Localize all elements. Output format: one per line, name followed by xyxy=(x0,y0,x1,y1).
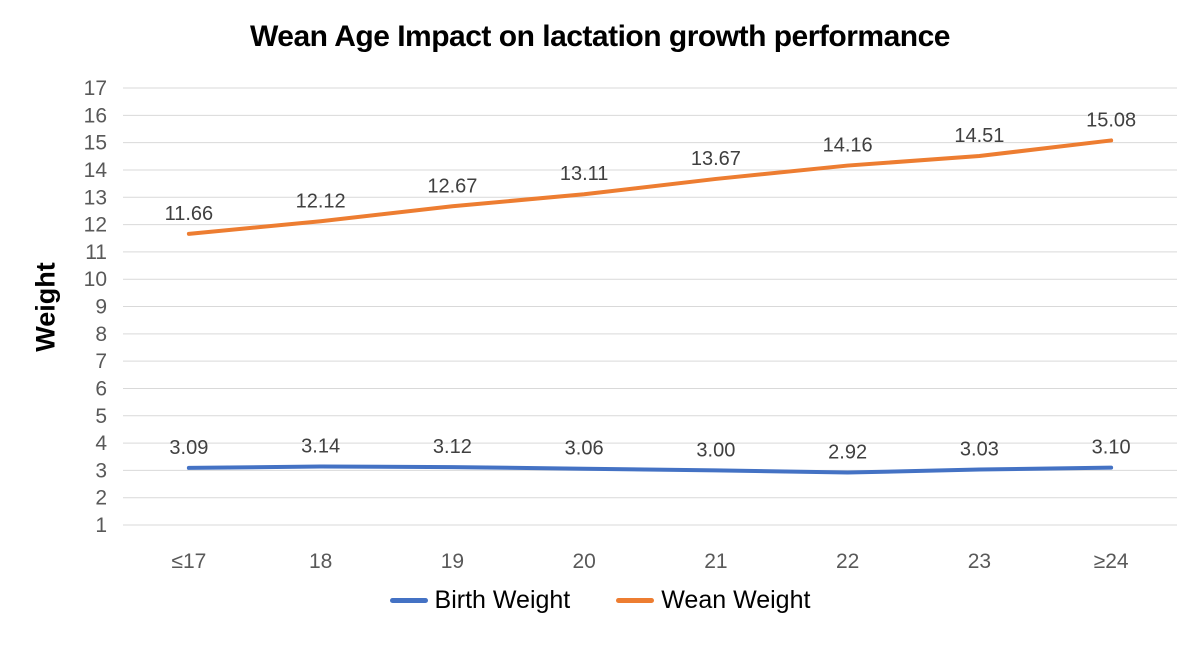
y-tick-label: 7 xyxy=(95,350,107,373)
y-tick-label: 15 xyxy=(84,132,107,155)
x-tick-label: 21 xyxy=(704,550,727,573)
y-tick-label: 12 xyxy=(84,214,107,237)
data-label: 3.00 xyxy=(696,439,735,461)
x-tick-label: 18 xyxy=(309,550,332,573)
data-label: 3.03 xyxy=(960,439,999,461)
y-tick-label: 16 xyxy=(84,104,107,127)
legend-item-birth-weight: Birth Weight xyxy=(389,586,571,615)
data-label: 3.14 xyxy=(301,436,340,458)
x-tick-label: ≤17 xyxy=(171,550,206,573)
y-tick-label: 8 xyxy=(95,323,107,346)
y-tick-label: 4 xyxy=(95,432,107,455)
legend-item-wean-weight: Wean Weight xyxy=(616,586,810,615)
legend-swatch-wean-weight xyxy=(616,598,655,603)
legend-swatch-birth-weight xyxy=(389,598,428,603)
y-tick-label: 3 xyxy=(95,459,107,482)
series-line-birth-weight xyxy=(186,464,1114,475)
data-label: 14.51 xyxy=(954,125,1004,147)
legend-label: Wean Weight xyxy=(661,586,811,614)
data-label: 2.92 xyxy=(828,442,867,464)
series-line-wean-weight xyxy=(186,138,1114,236)
data-label: 14.16 xyxy=(823,135,873,157)
data-label: 12.12 xyxy=(296,190,346,212)
y-tick-label: 10 xyxy=(84,268,107,291)
y-tick-label: 5 xyxy=(95,405,107,428)
y-tick-label: 1 xyxy=(95,514,107,537)
chart-title: Wean Age Impact on lactation growth perf… xyxy=(250,20,950,53)
data-label: 12.67 xyxy=(427,175,477,197)
y-tick-label: 13 xyxy=(84,186,107,209)
y-tick-label: 17 xyxy=(84,77,107,100)
data-label: 13.11 xyxy=(560,163,609,185)
y-tick-label: 2 xyxy=(95,487,107,510)
x-tick-label: 23 xyxy=(968,550,991,573)
y-tick-label: 14 xyxy=(84,159,108,182)
x-tick-label: 20 xyxy=(572,550,595,573)
x-tick-label: ≥24 xyxy=(1094,550,1129,573)
legend-label: Birth Weight xyxy=(434,586,571,614)
x-tick-label: 19 xyxy=(441,550,464,573)
x-tick-label: 22 xyxy=(836,550,859,573)
legend: Birth Weight Wean Weight xyxy=(0,586,1200,615)
data-label: 3.06 xyxy=(565,438,604,460)
data-label: 15.08 xyxy=(1086,109,1136,131)
data-label: 11.66 xyxy=(165,203,214,225)
y-tick-label: 6 xyxy=(95,377,107,400)
data-label: 13.67 xyxy=(691,148,741,170)
y-tick-label: 9 xyxy=(95,296,107,319)
data-label: 3.10 xyxy=(1092,437,1131,459)
data-label: 3.09 xyxy=(169,437,208,459)
y-tick-label: 11 xyxy=(85,241,107,264)
data-label: 3.12 xyxy=(433,436,472,458)
